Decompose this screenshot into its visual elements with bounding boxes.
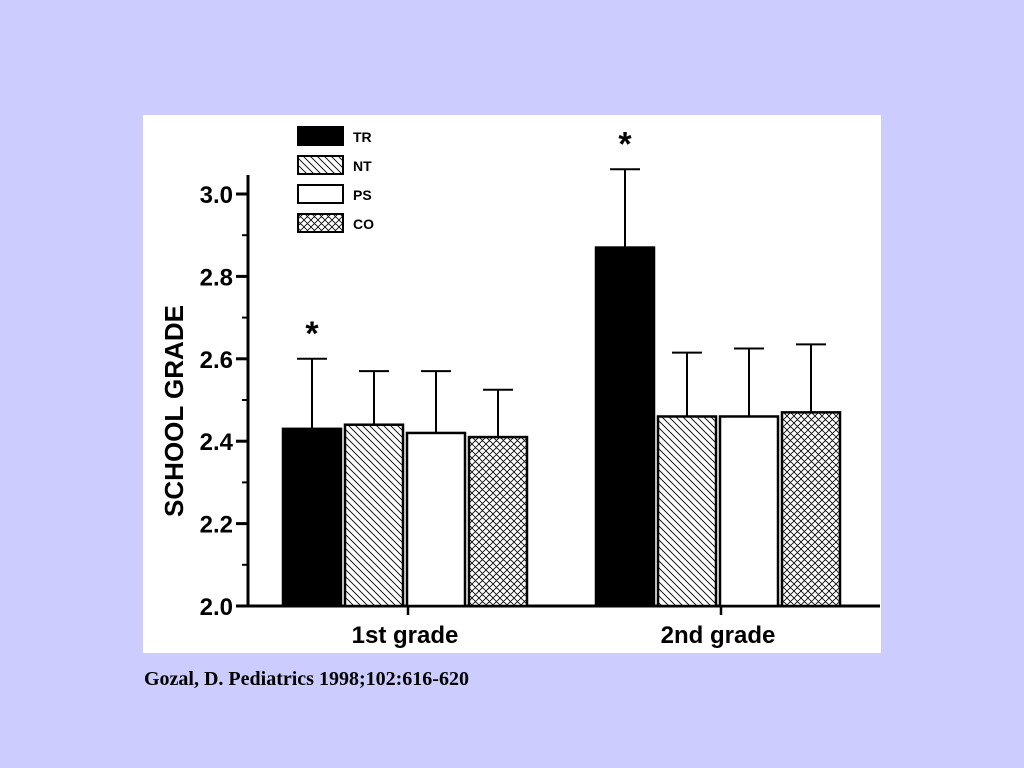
- legend-label-nt: NT: [353, 158, 372, 174]
- legend-label-co: CO: [353, 216, 374, 232]
- legend-swatch-co: [297, 213, 344, 233]
- citation: Gozal, D. Pediatrics 1998;102:616-620: [144, 668, 469, 690]
- bar-co: [467, 435, 529, 608]
- y-tick-label: 2.8: [200, 264, 233, 291]
- bars: **: [281, 125, 842, 608]
- legend: TR NT PS CO: [297, 126, 374, 233]
- y-tick-label: 2.2: [200, 512, 233, 539]
- x-category-label: 1st grade: [352, 622, 459, 649]
- significance-mark: *: [618, 125, 632, 163]
- y-tick-label: 2.0: [200, 594, 233, 621]
- bar-tr: [281, 427, 343, 608]
- figure-panel: 2.0 2.2 2.4 2.6 2.8 3.0 1st grade 2nd grade * * …: [143, 115, 881, 653]
- bar-ps: [718, 415, 780, 608]
- x-category-label: 2nd grade: [661, 622, 776, 649]
- bar-tr: [594, 246, 656, 608]
- significance-mark: *: [305, 315, 319, 353]
- y-tick-label: 2.6: [200, 347, 233, 374]
- legend-swatch-ps: [297, 184, 344, 204]
- bar-nt: [656, 415, 718, 608]
- legend-swatch-tr: [297, 126, 344, 146]
- bar-nt: [343, 423, 405, 608]
- y-tick-label: 2.4: [200, 429, 234, 456]
- legend-label-ps: PS: [353, 187, 372, 203]
- y-tick-label: 3.0: [200, 182, 233, 209]
- bar-co: [780, 411, 842, 608]
- legend-label-tr: TR: [353, 129, 372, 145]
- axes: 2.0 2.2 2.4 2.6 2.8 3.0 1st grade 2nd grade: [200, 175, 880, 649]
- bar-ps: [405, 431, 467, 608]
- legend-swatch-nt: [297, 155, 344, 175]
- y-axis-label: SCHOOL GRADE: [159, 305, 189, 517]
